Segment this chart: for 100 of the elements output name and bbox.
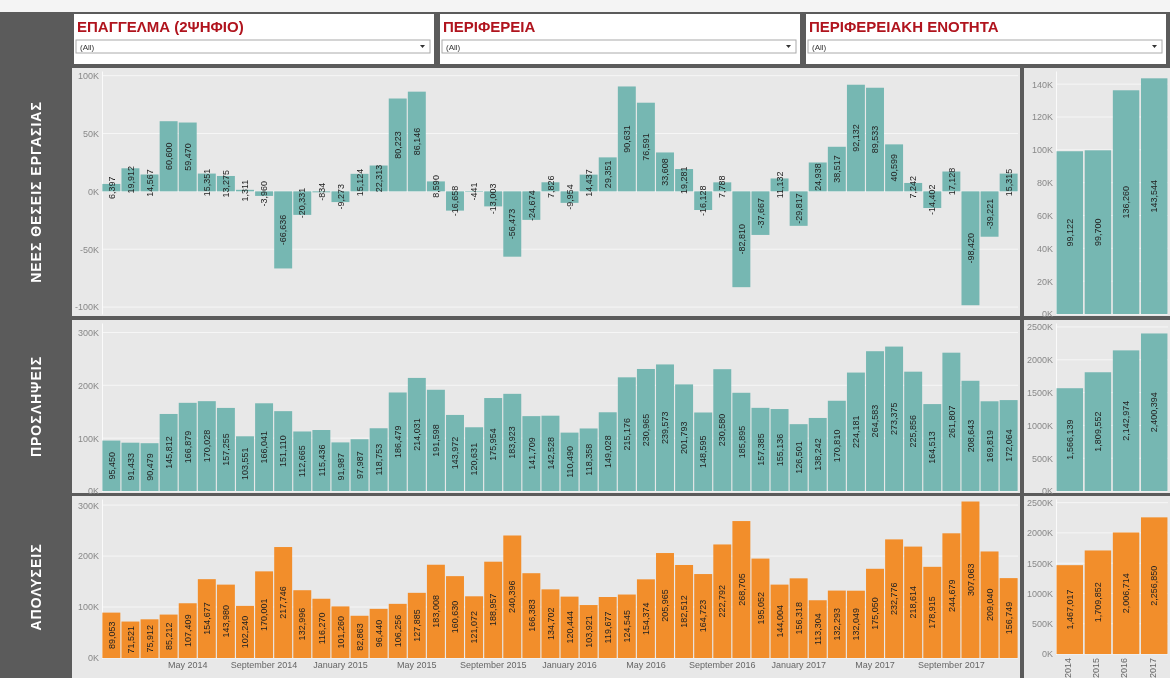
y-tick-label: 100K	[77, 71, 99, 82]
data-label: 1,311	[240, 179, 251, 202]
data-label: 145,812	[163, 436, 174, 469]
data-label: 307,063	[965, 563, 976, 597]
bar	[1084, 550, 1112, 654]
data-label: 110,490	[564, 445, 575, 478]
data-label: 191,598	[431, 424, 442, 457]
bar	[1140, 517, 1168, 654]
data-label: 14,567	[144, 169, 155, 197]
data-label: -14,402	[927, 184, 938, 215]
y-tick-label: 2000K	[1026, 355, 1053, 366]
x-tick-label: 2017	[1147, 658, 1158, 678]
data-label: 91,433	[125, 453, 136, 481]
data-label: 2,142,974	[1121, 400, 1132, 441]
y-tick-label: 2500K	[1026, 498, 1053, 509]
data-label: 8,590	[431, 175, 442, 198]
data-label: 170,028	[201, 429, 212, 463]
x-tick-label: May 2014	[167, 660, 208, 671]
bar	[1112, 532, 1140, 654]
y-tick-label: 1000K	[1026, 420, 1053, 431]
dropdown: (All)	[807, 39, 1163, 54]
data-label: 90,479	[144, 453, 155, 481]
bar	[1056, 151, 1084, 314]
data-label: -9,273	[335, 183, 346, 210]
x-tick-label: January 2015	[313, 660, 368, 671]
data-label: 157,255	[221, 433, 232, 466]
data-label: 103,921	[583, 615, 594, 648]
bar	[1056, 388, 1084, 491]
data-label: 97,987	[354, 451, 365, 479]
y-tick-label: 2500K	[1026, 322, 1053, 333]
data-label: 170,001	[259, 598, 270, 631]
data-label: 7,242	[908, 175, 919, 199]
data-label: -16,658	[450, 185, 461, 217]
x-tick-label: September 2014	[230, 660, 298, 671]
data-label: 143,980	[221, 605, 232, 638]
data-label: 225,856	[908, 415, 919, 448]
x-tick-label: September 2015	[459, 660, 527, 671]
data-label: 106,256	[392, 614, 403, 648]
data-label: 170,810	[831, 429, 842, 463]
data-label: 6,397	[106, 176, 117, 199]
bar	[961, 191, 980, 306]
data-label: 17,128	[946, 167, 957, 196]
y-tick-label: 500K	[1031, 453, 1053, 464]
data-label: 13,275	[221, 169, 232, 198]
data-label: 19,912	[125, 166, 136, 194]
data-label: 230,580	[717, 413, 728, 447]
data-label: -834	[316, 182, 327, 201]
data-label: 268,705	[736, 573, 747, 606]
y-tick-label: 300K	[77, 500, 99, 511]
y-tick-label: -100K	[74, 302, 99, 313]
y-tick-label: 300K	[77, 327, 99, 338]
x-tick-label: May 2017	[855, 660, 895, 671]
text: ΠΕΡΙΦΕΡΕΙΑΚΗ ΕΝΟΤΗΤΑ	[809, 18, 999, 35]
data-label: 208,643	[965, 419, 976, 453]
y-tick-label: 100K	[77, 433, 99, 444]
data-label: -82,810	[736, 223, 747, 255]
y-tick-label: 1500K	[1026, 558, 1053, 569]
data-label: 132,049	[851, 608, 862, 641]
data-label: 149,028	[602, 435, 613, 468]
y-tick-label: 2000K	[1026, 528, 1053, 539]
y-tick-label: 50K	[82, 128, 99, 139]
x-tick-label: January 2017	[771, 660, 826, 671]
data-label: 195,052	[755, 592, 766, 625]
data-label: 101,260	[335, 615, 346, 649]
data-label: 115,436	[316, 444, 327, 477]
data-label: 141,709	[526, 437, 537, 470]
data-label: 107,409	[182, 614, 193, 647]
data-label: 38,517	[831, 155, 842, 183]
data-label: 15,124	[354, 168, 365, 197]
data-label: 7,826	[545, 175, 556, 199]
data-label: 2,006,714	[1121, 573, 1132, 614]
data-label: 59,470	[182, 143, 193, 171]
data-label: 126,501	[793, 441, 804, 474]
text: ΠΕΡΙΦΕΡΕΙΑ	[443, 18, 536, 35]
data-label: -16,128	[698, 185, 709, 216]
data-label: 19,281	[679, 166, 690, 194]
data-label: 169,819	[984, 429, 995, 463]
data-label: 156,318	[793, 601, 804, 635]
data-label: 90,631	[621, 125, 632, 153]
data-label: 186,479	[392, 425, 403, 459]
data-label: 240,396	[507, 580, 518, 614]
data-label: 1,566,139	[1064, 419, 1075, 460]
data-label: 102,240	[240, 615, 251, 649]
data-label: 113,304	[812, 613, 823, 646]
data-label: 14,437	[583, 169, 594, 197]
data-label: 164,513	[927, 431, 938, 464]
data-label: 217,746	[278, 586, 289, 619]
y-tick-label: 200K	[77, 551, 99, 562]
x-tick-label: September 2017	[918, 660, 985, 671]
y-tick-label: 200K	[77, 380, 99, 391]
data-label: 89,053	[106, 621, 117, 650]
y-tick-label: 100K	[77, 602, 99, 613]
data-label: 85,212	[163, 622, 174, 651]
data-label: 89,533	[870, 125, 881, 154]
data-label: 24,938	[812, 163, 823, 191]
data-label: 151,110	[278, 435, 289, 468]
data-label: 116,270	[316, 612, 327, 645]
data-label: 33,608	[660, 158, 671, 186]
y-tick-label: 1500K	[1026, 387, 1053, 398]
data-label: 121,072	[469, 610, 480, 644]
